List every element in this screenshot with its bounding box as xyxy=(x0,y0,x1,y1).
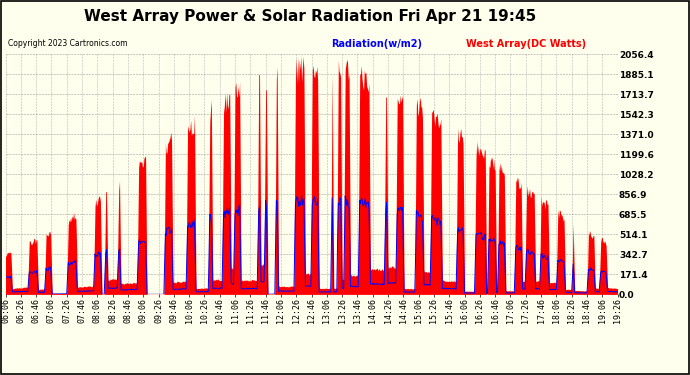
Text: Radiation(w/m2): Radiation(w/m2) xyxy=(331,39,422,50)
Text: West Array(DC Watts): West Array(DC Watts) xyxy=(466,39,586,50)
Text: West Array Power & Solar Radiation Fri Apr 21 19:45: West Array Power & Solar Radiation Fri A… xyxy=(84,9,537,24)
Text: Copyright 2023 Cartronics.com: Copyright 2023 Cartronics.com xyxy=(8,39,128,48)
